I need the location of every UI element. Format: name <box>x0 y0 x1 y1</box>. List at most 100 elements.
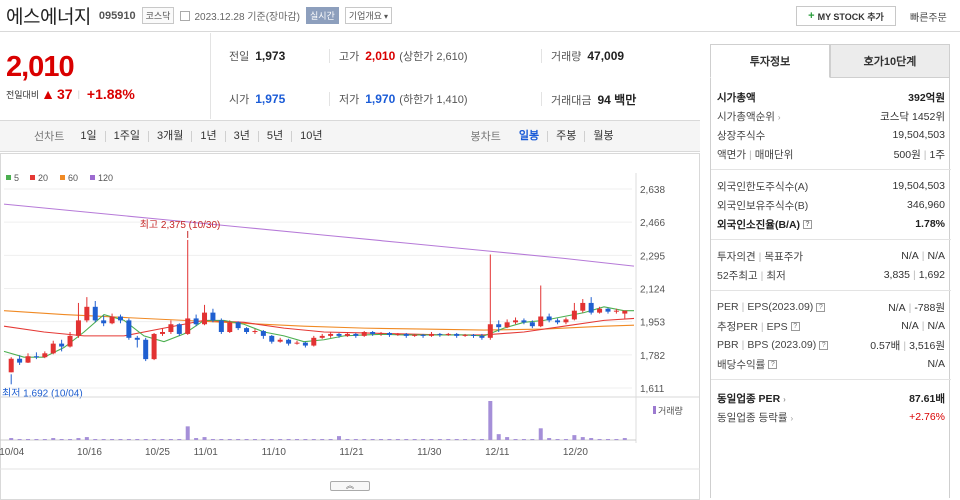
y-tick-label: 2,124 <box>640 285 665 296</box>
volume-bar <box>236 439 241 441</box>
current-price: 2,010 <box>6 51 75 83</box>
investment-info-panel: 투자정보 호가10단계 시가총액 392억원 시가총액순위 › 코스닥 1452… <box>710 44 951 500</box>
dividend-row: 배당수익률? N/A <box>717 355 945 373</box>
volume-label: 거래량 <box>551 51 582 63</box>
tab-1w[interactable]: 1주일 <box>104 130 148 142</box>
volume-bar <box>530 439 535 441</box>
x-tick-label: 10/25 <box>145 447 170 458</box>
volume-bar <box>17 439 22 441</box>
market-cap-row: 시가총액 392억원 <box>717 88 945 106</box>
legend-swatch <box>60 175 65 180</box>
legend-label: 120 <box>98 173 113 183</box>
volume-bar <box>597 439 602 441</box>
market-cap-value: 392억원 <box>908 91 945 104</box>
realtime-button[interactable]: 실시간 <box>305 7 339 24</box>
candle-body <box>571 310 577 320</box>
tab-1y[interactable]: 1년 <box>191 130 224 142</box>
candle-body <box>143 339 149 360</box>
company-overview-dropdown[interactable]: 기업개요 <box>344 7 392 24</box>
x-tick-label: 10/16 <box>77 447 102 458</box>
tab-3m[interactable]: 3개월 <box>147 130 191 142</box>
volume-bar <box>202 437 207 440</box>
market-badge: 코스닥 <box>141 7 175 24</box>
candle-body <box>378 332 384 334</box>
help-icon[interactable]: ? <box>803 220 813 230</box>
legend-swatch <box>30 175 35 180</box>
volume-bar <box>185 426 190 440</box>
candle-body <box>563 319 569 323</box>
volume-bar <box>152 439 157 441</box>
tab-5y[interactable]: 5년 <box>257 130 291 142</box>
volume-bar <box>42 439 47 441</box>
volume-bar <box>429 439 434 441</box>
per-label: PER <box>717 301 739 313</box>
amount-label: 거래대금 <box>551 95 592 107</box>
volume-bar <box>34 439 39 441</box>
help-icon[interactable]: ? <box>819 340 829 350</box>
volume-bar <box>345 439 350 441</box>
high-annotation: 최고 2,375 (10/30) <box>140 219 221 231</box>
industry-rate-row: 동일업종 등락률 › +2.76% <box>717 408 945 426</box>
divider: | <box>77 89 80 99</box>
volume-bar <box>294 439 299 441</box>
candle-body <box>59 343 65 347</box>
candle-body <box>67 335 73 347</box>
help-icon[interactable]: ? <box>768 360 778 370</box>
shares-row: 상장주식수 19,504,503 <box>717 126 945 144</box>
foreign-hold-row: 외국인보유주식수(B) 346,960 <box>717 196 945 214</box>
industry-per-row: 동일업종 PER › 87.61배 <box>717 389 945 407</box>
chart-scroll-handle[interactable]: ︽ <box>330 481 370 491</box>
tab-monthly[interactable]: 월봉 <box>584 130 621 142</box>
volume-bar <box>547 438 552 440</box>
volume-legend-swatch <box>653 406 656 414</box>
candle-body <box>92 306 98 321</box>
more-icon[interactable]: › <box>777 112 781 122</box>
candle-body <box>428 333 434 336</box>
candle-body <box>193 318 199 325</box>
volume-bar <box>471 439 476 441</box>
volume-bar <box>278 439 283 441</box>
amount-value: 94 백만 <box>597 93 637 107</box>
help-icon[interactable]: ? <box>816 302 826 312</box>
help-icon[interactable]: ? <box>790 322 800 332</box>
industry-per-value: 87.61배 <box>909 392 945 405</box>
legend-label: 60 <box>68 173 78 183</box>
opinion-value: N/A <box>901 250 919 262</box>
ma20-line <box>3 317 635 337</box>
open-label: 시가 <box>229 94 250 106</box>
foreign-limit-value: 19,504,503 <box>892 180 945 192</box>
per-eps-row: PER | EPS(2023.09)? N/A | -788원 <box>717 301 945 314</box>
tab-3y[interactable]: 3년 <box>224 130 258 142</box>
tab-daily[interactable]: 일봉 <box>518 129 540 142</box>
volume-bar <box>496 434 501 440</box>
candle-body <box>336 333 342 336</box>
tab-10y[interactable]: 10년 <box>291 130 330 142</box>
base-date: 2023.12.28 기준(장마감) <box>194 12 300 23</box>
candle-body <box>269 335 275 342</box>
candle-body <box>42 353 48 358</box>
volume-bar <box>446 439 451 441</box>
volume-bar <box>110 439 115 441</box>
y-tick-label: 1,611 <box>640 384 665 395</box>
volume-bar <box>622 438 627 440</box>
candle-body <box>294 342 300 344</box>
unit-label: 매매단위 <box>754 148 794 161</box>
tab-weekly[interactable]: 주봉 <box>547 130 584 142</box>
price-change: 전일대비 ▲ 37 | +1.88% <box>6 86 135 102</box>
tab-1d[interactable]: 1일 <box>80 129 97 142</box>
foreign-limit-label: 외국인한도주식수(A) <box>717 180 809 193</box>
volume-bar <box>244 439 249 441</box>
x-tick-label: 11/01 <box>194 447 219 458</box>
add-mystock-button[interactable]: + MY STOCK 추가 <box>796 6 896 26</box>
quick-order-link[interactable]: 빠른주문 <box>910 13 947 24</box>
tab-order-book[interactable]: 호가10단계 <box>830 44 950 78</box>
legend-label: 5 <box>14 173 19 183</box>
candle-body <box>471 334 476 336</box>
volume-legend-label: 거래량 <box>658 405 683 416</box>
tab-investment-info[interactable]: 투자정보 <box>710 44 830 78</box>
more-icon[interactable]: › <box>790 413 794 423</box>
candle-body <box>521 320 527 323</box>
more-icon[interactable]: › <box>783 394 786 404</box>
candle-body <box>33 356 39 358</box>
candlestick-chart: 5 20 60 120 2,638 2,466 2,295 2,124 1,953 1,782 1,… <box>0 153 700 500</box>
